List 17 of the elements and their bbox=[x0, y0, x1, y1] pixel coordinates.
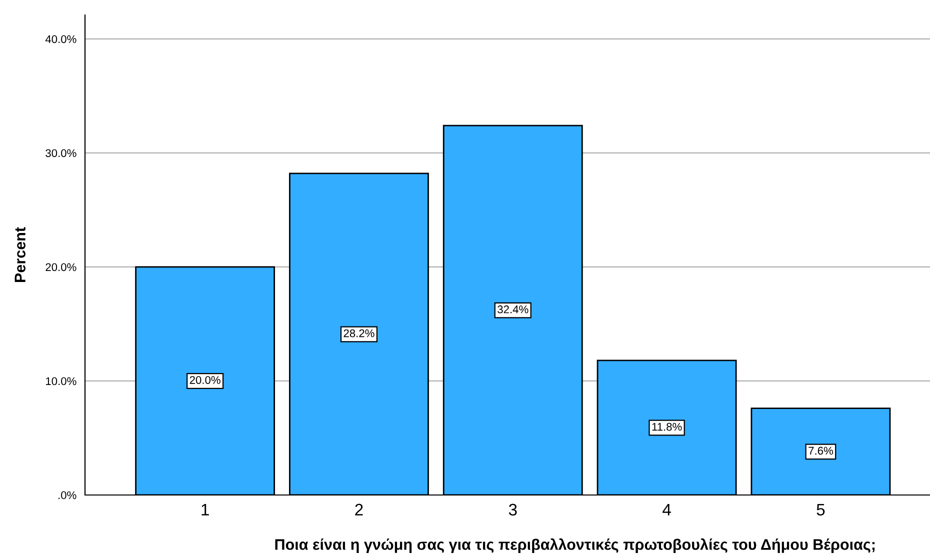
y-tick-label: 20.0% bbox=[46, 263, 76, 272]
y-tick-label: 30.0% bbox=[46, 149, 76, 158]
x-axis-title: Ποια είναι η γνώμη σας για τις περιβαλλοντικές πρωτοβουλίες του Δήμου Βέροιας; bbox=[275, 538, 875, 553]
x-tick-label: 4 bbox=[662, 504, 671, 516]
y-tick-label: 40.0% bbox=[45, 35, 76, 44]
data-label: 7.6% bbox=[808, 446, 833, 455]
y-tick-label: .0% bbox=[58, 491, 76, 500]
x-tick-label: 2 bbox=[355, 504, 363, 516]
x-tick-label: 5 bbox=[816, 504, 825, 516]
y-axis-title: Percent bbox=[14, 227, 26, 282]
x-tick-label: 3 bbox=[508, 504, 517, 516]
data-label: 32.4% bbox=[498, 305, 528, 314]
data-label: 20.0% bbox=[190, 376, 220, 384]
y-tick-label: 10.0% bbox=[46, 377, 76, 386]
data-label: 11.8% bbox=[652, 422, 682, 431]
data-label: 28.2% bbox=[344, 329, 374, 338]
x-tick-label: 1 bbox=[202, 504, 209, 516]
